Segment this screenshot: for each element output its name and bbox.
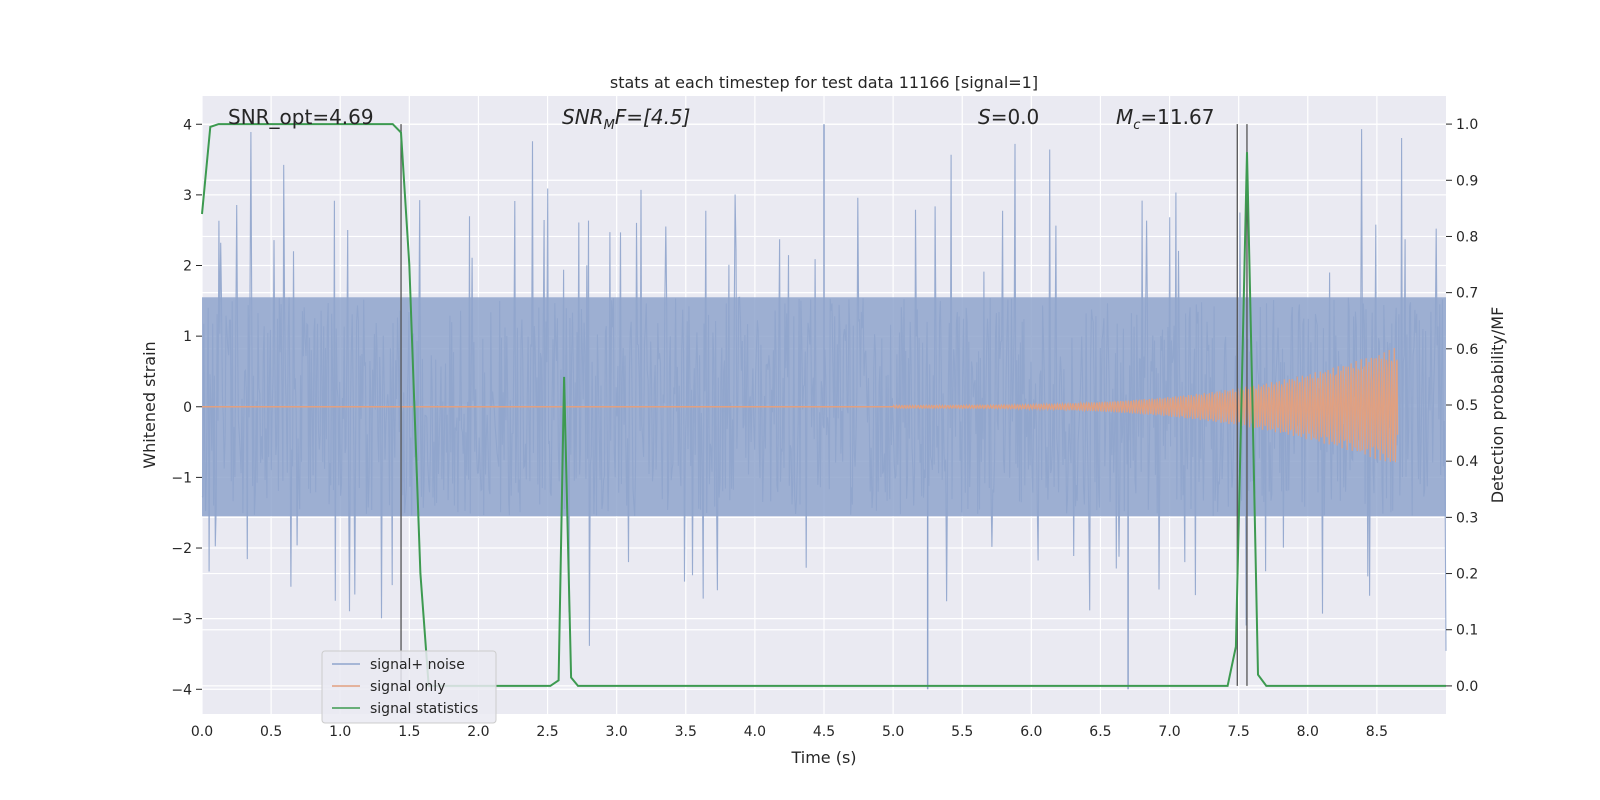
annotation-snr-mf: SNRMF=[4.5] bbox=[562, 105, 690, 133]
annotation-snr-mf-rest: F=[4.5] bbox=[615, 105, 691, 129]
y-right-tick-label: 0.0 bbox=[1456, 679, 1478, 695]
y-right-tick-label: 1.0 bbox=[1456, 117, 1478, 133]
y-right-tick-label: 0.5 bbox=[1456, 398, 1478, 414]
annotation-snr-opt: SNR_opt=4.69 bbox=[228, 105, 374, 129]
y-right-tick-label: 0.4 bbox=[1456, 454, 1478, 470]
annotation-s-main: S bbox=[978, 105, 991, 129]
chart-title: stats at each timestep for test data 111… bbox=[610, 73, 1038, 92]
y-tick-label: 4 bbox=[183, 117, 192, 133]
annotation-s-rest: =0.0 bbox=[991, 105, 1040, 129]
x-tick-label: 3.0 bbox=[606, 724, 628, 740]
annotation-mc-sub: c bbox=[1133, 118, 1140, 133]
y-axis-label: Whitened strain bbox=[140, 341, 159, 468]
x-tick-label: 3.5 bbox=[675, 724, 697, 740]
y-tick-label: 1 bbox=[183, 329, 192, 345]
x-tick-label: 5.0 bbox=[882, 724, 904, 740]
y-tick-label: −2 bbox=[171, 541, 192, 557]
annotation-snr-mf-main: SNR bbox=[562, 105, 604, 129]
legend-label-signal-only: signal only bbox=[370, 679, 445, 695]
y-right-tick-label: 0.8 bbox=[1456, 229, 1478, 245]
y-tick-label: −4 bbox=[171, 682, 192, 698]
x-tick-label: 5.5 bbox=[951, 724, 973, 740]
y-right-tick-label: 0.1 bbox=[1456, 623, 1478, 639]
x-tick-label: 1.5 bbox=[398, 724, 420, 740]
x-tick-label: 2.5 bbox=[536, 724, 558, 740]
x-tick-label: 6.5 bbox=[1089, 724, 1111, 740]
x-tick-label: 4.5 bbox=[813, 724, 835, 740]
y-right-axis-label: Detection probability/MF bbox=[1488, 307, 1507, 504]
y-tick-label: −3 bbox=[171, 612, 192, 628]
x-tick-label: 6.0 bbox=[1020, 724, 1042, 740]
y-right-tick-label: 0.3 bbox=[1456, 510, 1478, 526]
legend-label-signal-noise: signal+ noise bbox=[370, 657, 465, 673]
legend: signal+ noise signal only signal statist… bbox=[321, 650, 497, 724]
x-tick-label: 7.0 bbox=[1158, 724, 1180, 740]
series-signal-only bbox=[202, 347, 1399, 463]
y-right-tick-label: 0.6 bbox=[1456, 342, 1478, 358]
signal-only-chirp bbox=[892, 347, 1399, 463]
x-tick-label: 4.0 bbox=[744, 724, 766, 740]
x-axis-ticks: 0.0 0.5 1.0 1.5 2.0 2.5 3.0 3.5 4.0 4.5 5.0 5.5 6.0 6… bbox=[191, 724, 1388, 740]
y-right-axis-ticks: 1.0 0.9 0.8 0.7 0.6 0.5 0.4 0.3 0.2 0.1 0.0 bbox=[1446, 117, 1478, 695]
y-axis-ticks: 4 3 2 1 0 −1 −2 −3 −4 bbox=[171, 117, 202, 698]
y-tick-label: 3 bbox=[183, 188, 192, 204]
annotation-mc: Mc=11.67 bbox=[1116, 105, 1214, 133]
annotation-mc-rest: =11.67 bbox=[1140, 105, 1214, 129]
annotation-mc-main: M bbox=[1116, 105, 1133, 129]
x-axis-label: Time (s) bbox=[790, 748, 856, 767]
x-tick-label: 2.0 bbox=[467, 724, 489, 740]
series-signal-statistics bbox=[201, 123, 1446, 687]
y-tick-label: 2 bbox=[183, 259, 192, 275]
legend-label-signal-statistics: signal statistics bbox=[370, 701, 478, 717]
y-tick-label: 0 bbox=[183, 400, 192, 416]
annotation-snr-mf-sub: M bbox=[604, 118, 615, 133]
legend-frame bbox=[321, 650, 497, 724]
x-tick-label: 8.0 bbox=[1297, 724, 1319, 740]
signal-statistics-line bbox=[201, 123, 1446, 687]
y-right-tick-label: 0.2 bbox=[1456, 567, 1478, 583]
y-right-tick-label: 0.7 bbox=[1456, 286, 1478, 302]
x-tick-label: 8.5 bbox=[1366, 724, 1388, 740]
annotation-s: S=0.0 bbox=[978, 105, 1039, 129]
y-tick-label: −1 bbox=[171, 470, 192, 486]
x-tick-label: 0.0 bbox=[191, 724, 213, 740]
x-tick-label: 7.5 bbox=[1228, 724, 1250, 740]
y-right-tick-label: 0.9 bbox=[1456, 173, 1478, 189]
x-tick-label: 1.0 bbox=[329, 724, 351, 740]
x-tick-label: 0.5 bbox=[260, 724, 282, 740]
